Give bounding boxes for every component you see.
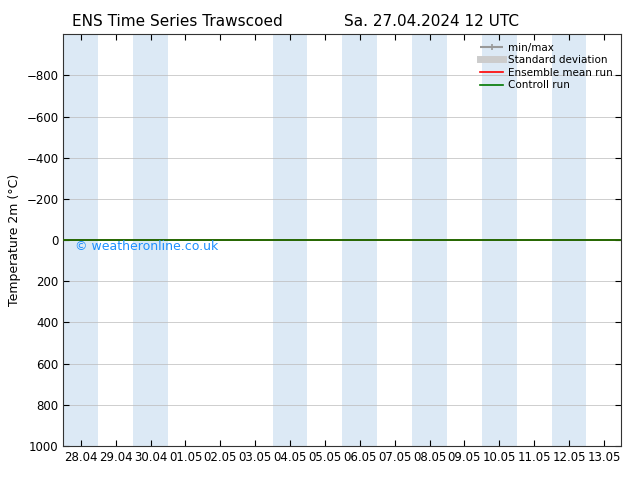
Text: ENS Time Series Trawscoed: ENS Time Series Trawscoed [72, 14, 283, 29]
Bar [273, 34, 307, 446]
Legend: min/max, Standard deviation, Ensemble mean run, Controll run: min/max, Standard deviation, Ensemble me… [477, 40, 616, 94]
Y-axis label: Temperature 2m (°C): Temperature 2m (°C) [8, 174, 21, 306]
Bar [342, 34, 377, 446]
Bar [412, 34, 447, 446]
Bar [63, 34, 98, 446]
Bar [133, 34, 168, 446]
Text: © weatheronline.co.uk: © weatheronline.co.uk [75, 240, 218, 253]
Bar [482, 34, 517, 446]
Text: Sa. 27.04.2024 12 UTC: Sa. 27.04.2024 12 UTC [344, 14, 519, 29]
Bar [552, 34, 586, 446]
